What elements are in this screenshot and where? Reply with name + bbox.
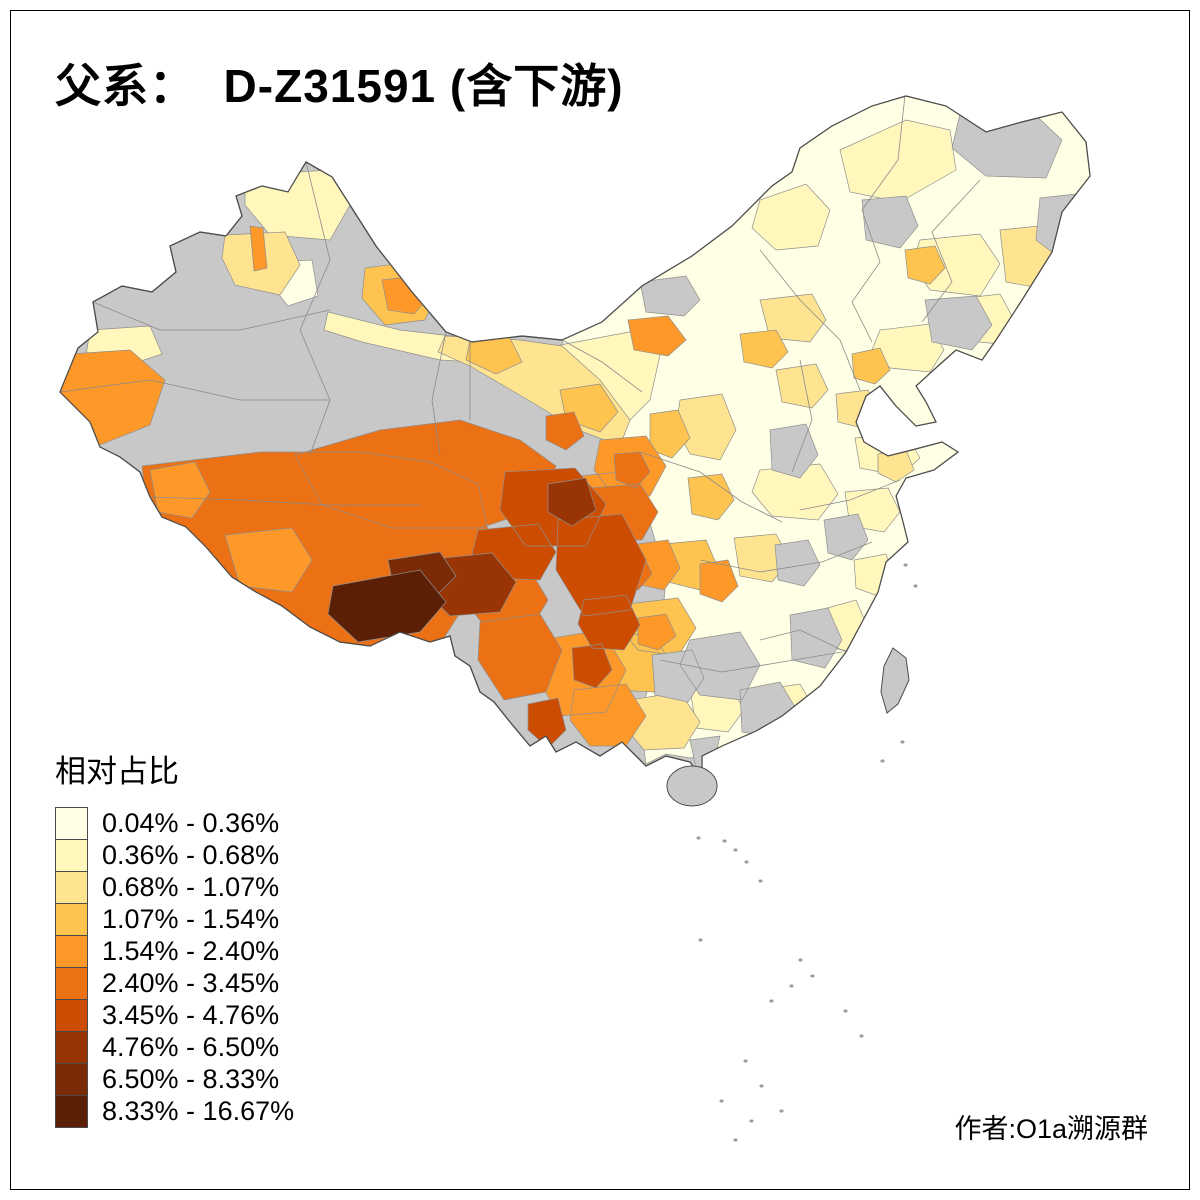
legend-label: 4.76% - 6.50% xyxy=(102,1032,280,1062)
legend-label: 1.54% - 2.40% xyxy=(102,936,280,966)
sea-islets xyxy=(696,563,918,1142)
legend-swatch xyxy=(55,1095,88,1128)
legend-swatch xyxy=(55,903,88,936)
figure-title: 父系： D-Z31591 (含下游) xyxy=(55,60,624,112)
legend-swatch xyxy=(55,807,88,840)
internal-borders xyxy=(60,96,981,673)
legend-swatch xyxy=(55,967,88,1000)
legend-label: 0.68% - 1.07% xyxy=(102,872,280,902)
legend-item: 0.68% - 1.07% xyxy=(55,871,294,904)
legend-item: 8.33% - 16.67% xyxy=(55,1095,294,1128)
legend-item: 2.40% - 3.45% xyxy=(55,967,294,1000)
legend-swatch xyxy=(55,999,88,1032)
legend-swatch xyxy=(55,935,88,968)
regions-class-6 xyxy=(471,467,647,749)
legend-item: 6.50% - 8.33% xyxy=(55,1063,294,1096)
legend-item: 3.45% - 4.76% xyxy=(55,999,294,1032)
legend-label: 3.45% - 4.76% xyxy=(102,1000,280,1030)
legend-label: 1.07% - 1.54% xyxy=(102,904,280,934)
regions-class-5-accent xyxy=(477,411,659,701)
hainan-island xyxy=(666,765,718,807)
legend-item: 1.54% - 2.40% xyxy=(55,935,294,968)
legend-item: 0.36% - 0.68% xyxy=(55,839,294,872)
regions-class-9 xyxy=(327,569,447,643)
legend-title: 相对占比 xyxy=(55,754,179,789)
legend: 相对占比 0.04% - 0.36% 0.36% - 0.68% 0.68% -… xyxy=(55,746,294,1128)
legend-swatch xyxy=(55,1063,88,1096)
legend-label: 2.40% - 3.45% xyxy=(102,968,280,998)
attribution: 作者:O1a溯源群 xyxy=(954,1114,1148,1144)
legend-swatch xyxy=(55,1031,88,1064)
legend-item: 1.07% - 1.54% xyxy=(55,903,294,936)
map-regions xyxy=(60,96,1090,771)
taiwan-island xyxy=(880,647,910,714)
legend-label: 8.33% - 16.67% xyxy=(102,1096,295,1126)
legend-item: 0.04% - 0.36% xyxy=(55,807,294,840)
legend-swatch xyxy=(55,839,88,872)
legend-label: 0.04% - 0.36% xyxy=(102,808,280,838)
legend-label: 0.36% - 0.68% xyxy=(102,840,280,870)
legend-swatch xyxy=(55,871,88,904)
legend-item: 4.76% - 6.50% xyxy=(55,1031,294,1064)
legend-label: 6.50% - 8.33% xyxy=(102,1064,280,1094)
